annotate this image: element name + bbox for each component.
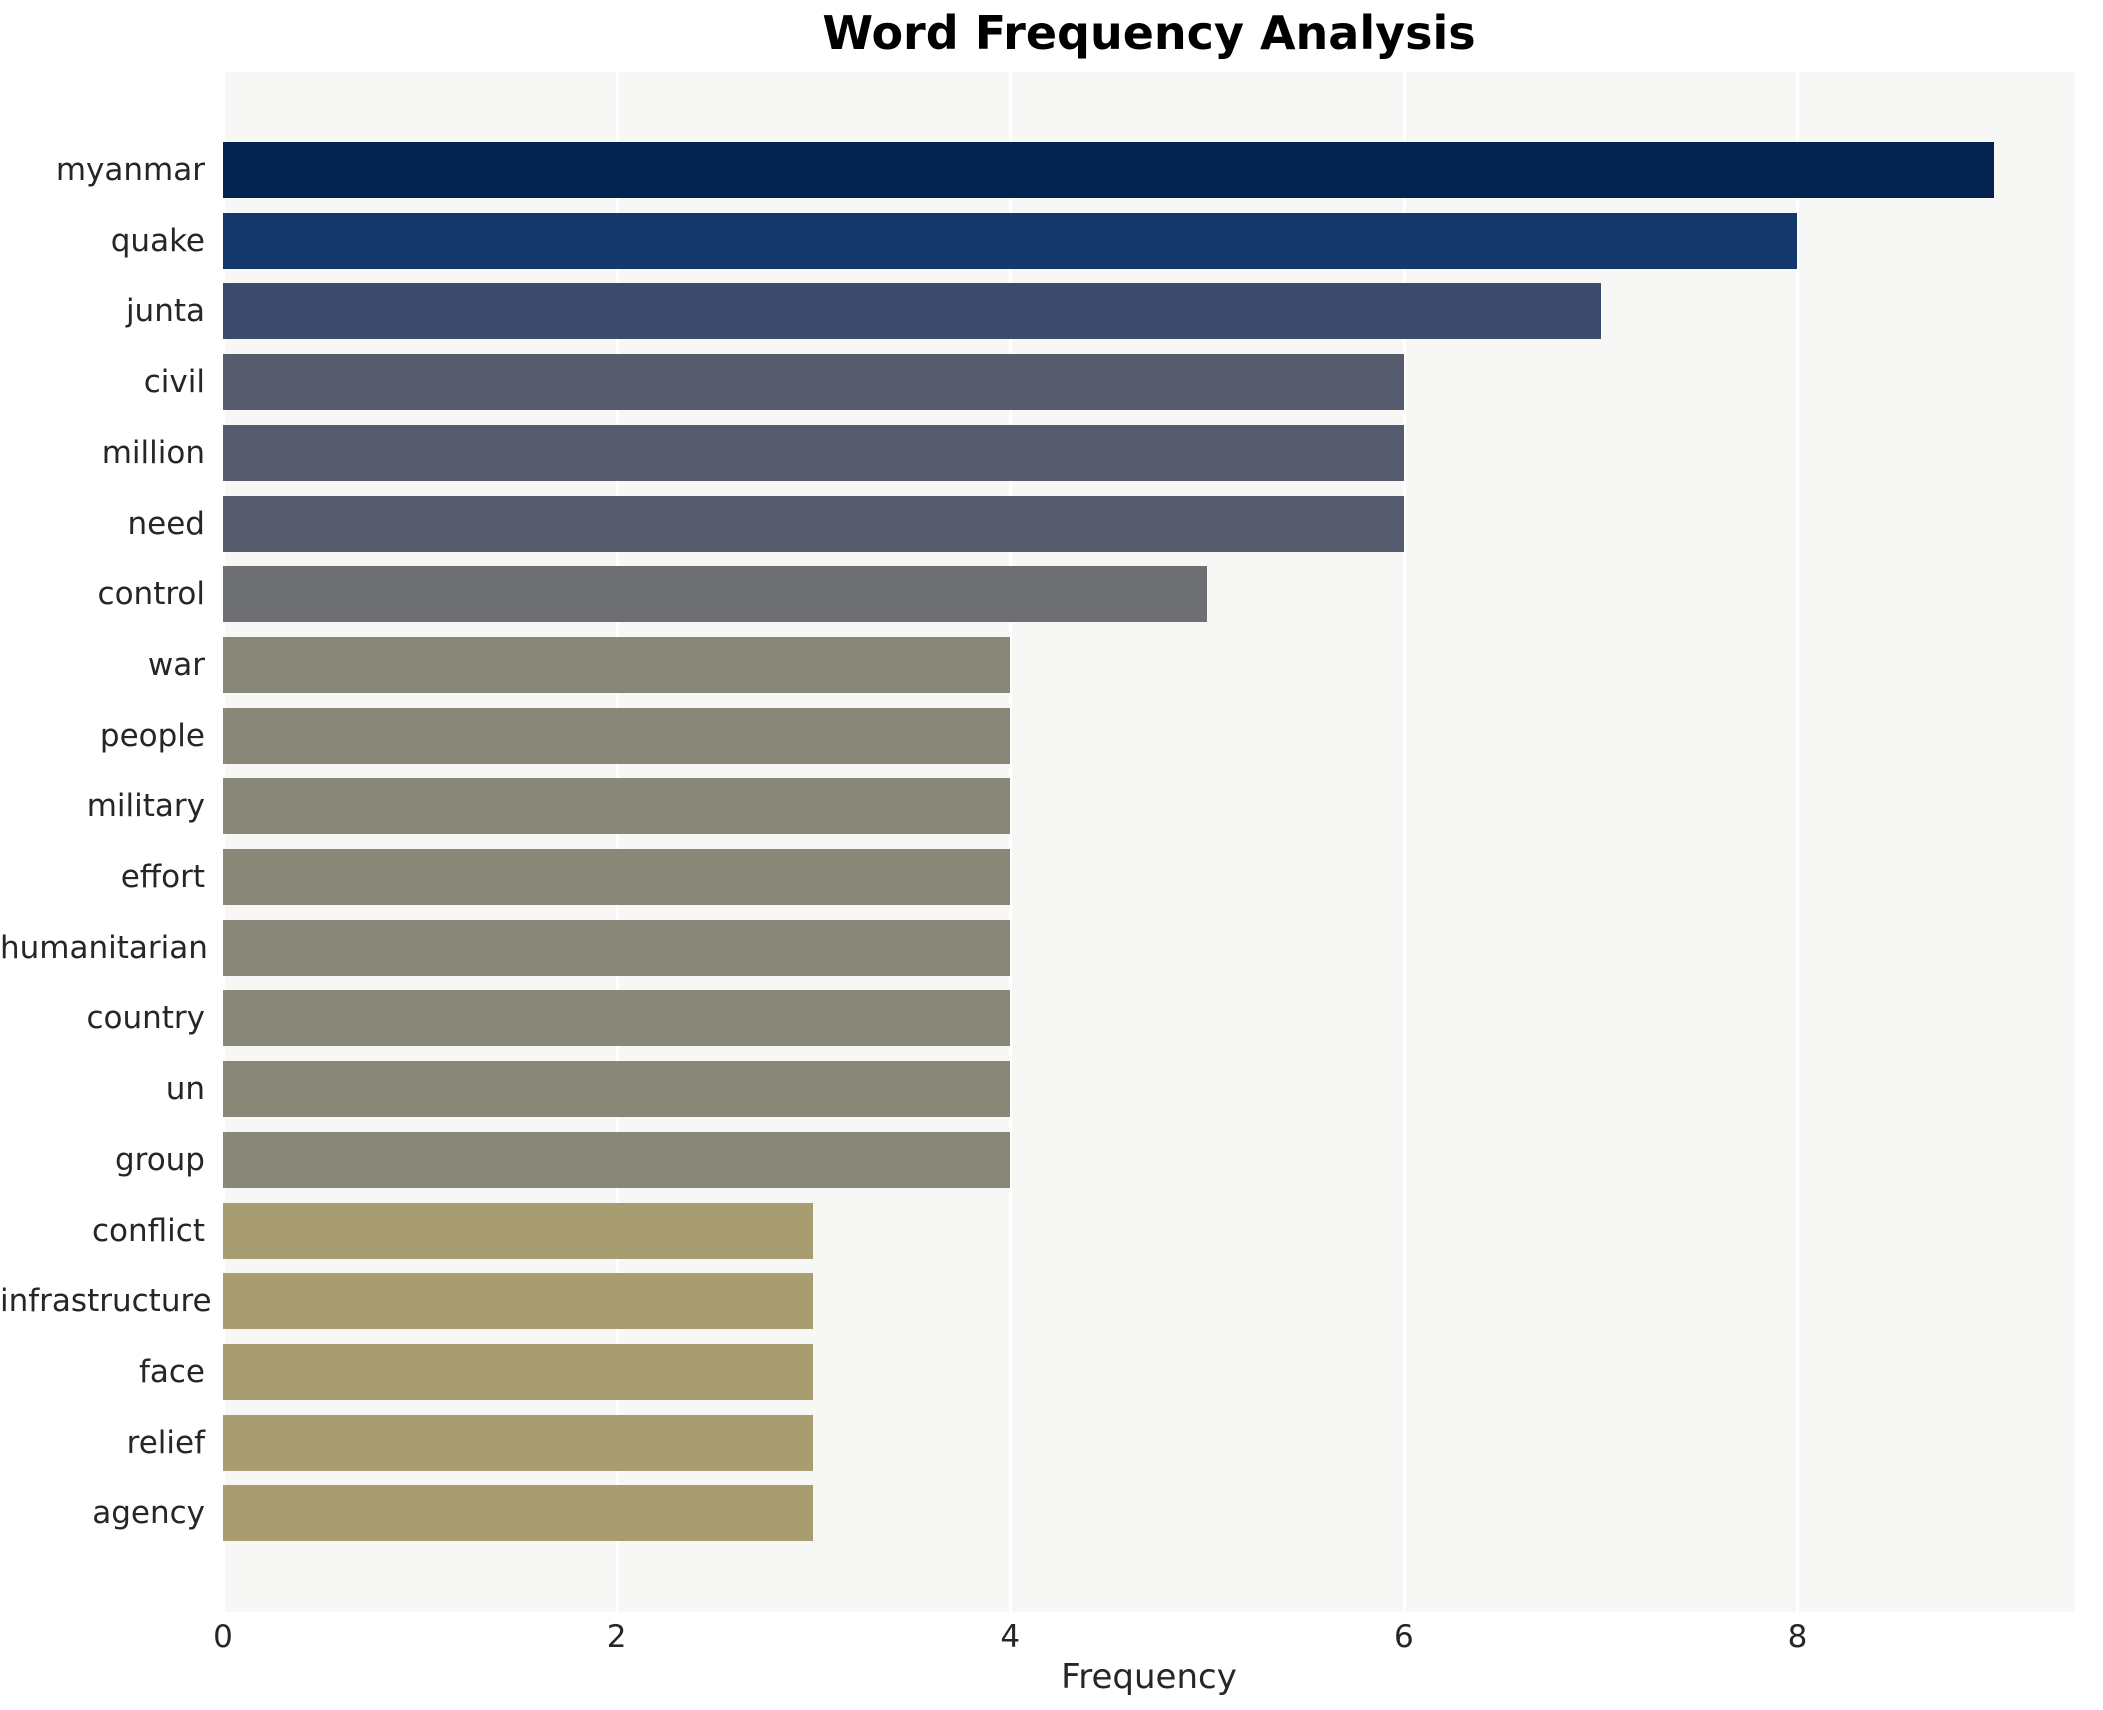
y-tick-label-un: un (165, 1071, 205, 1108)
gridline-x-6 (1402, 72, 1406, 1612)
y-tick-label-quake: quake (110, 222, 205, 259)
y-tick-label-junta: junta (125, 293, 205, 330)
y-tick-label-agency: agency (92, 1495, 205, 1532)
bar-relief (223, 1414, 814, 1471)
y-tick-label-infrastructure: infrastructure (0, 1283, 212, 1320)
chart-title: Word Frequency Analysis (822, 6, 1476, 60)
bar-conflict (223, 1202, 814, 1259)
plot-area (222, 72, 2075, 1612)
y-tick-label-country: country (86, 1000, 205, 1037)
bar-effort (223, 849, 1011, 905)
bar-group (223, 1131, 1011, 1188)
y-tick-label-face: face (138, 1353, 205, 1390)
bar-junta (223, 283, 1601, 340)
bar-quake (223, 212, 1798, 269)
x-tick-label-0: 0 (213, 1619, 233, 1655)
gridline-x-2 (615, 72, 619, 1612)
y-tick-label-humanitarian: humanitarian (0, 929, 208, 966)
y-tick-label-myanmar: myanmar (55, 152, 205, 188)
y-tick-label-war: war (147, 646, 205, 683)
bar-need (223, 495, 1404, 552)
y-tick-label-civil: civil (143, 364, 205, 401)
y-tick-label-relief: relief (126, 1424, 205, 1461)
gridline-x-0 (222, 72, 225, 1612)
y-tick-label-conflict: conflict (92, 1212, 205, 1249)
bar-million (223, 424, 1404, 481)
bar-face (223, 1343, 814, 1400)
y-tick-label-million: million (101, 434, 205, 471)
bar-control (223, 566, 1208, 623)
y-tick-label-effort: effort (120, 859, 205, 895)
x-tick-label-8: 8 (1787, 1619, 1808, 1655)
bar-infrastructure (223, 1273, 814, 1330)
bar-agency (223, 1485, 814, 1542)
bar-civil (223, 354, 1404, 411)
bar-people (223, 707, 1011, 764)
x-tick-label-6: 6 (1393, 1619, 1414, 1655)
y-tick-label-military: military (86, 788, 205, 825)
y-tick-label-people: people (99, 717, 205, 754)
bar-humanitarian (223, 919, 1011, 976)
bar-country (223, 990, 1011, 1047)
y-tick-label-need: need (127, 505, 205, 542)
gridline-x-8 (1796, 72, 1800, 1612)
y-tick-label-control: control (97, 576, 205, 613)
x-axis-label: Frequency (1061, 1657, 1237, 1697)
bar-un (223, 1061, 1011, 1118)
x-tick-label-2: 2 (606, 1619, 627, 1655)
bar-war (223, 636, 1011, 693)
bar-military (223, 778, 1011, 835)
bar-myanmar (223, 142, 1995, 198)
x-tick-label-4: 4 (1000, 1619, 1021, 1655)
y-tick-label-group: group (114, 1141, 205, 1178)
gridline-x-4 (1009, 72, 1013, 1612)
